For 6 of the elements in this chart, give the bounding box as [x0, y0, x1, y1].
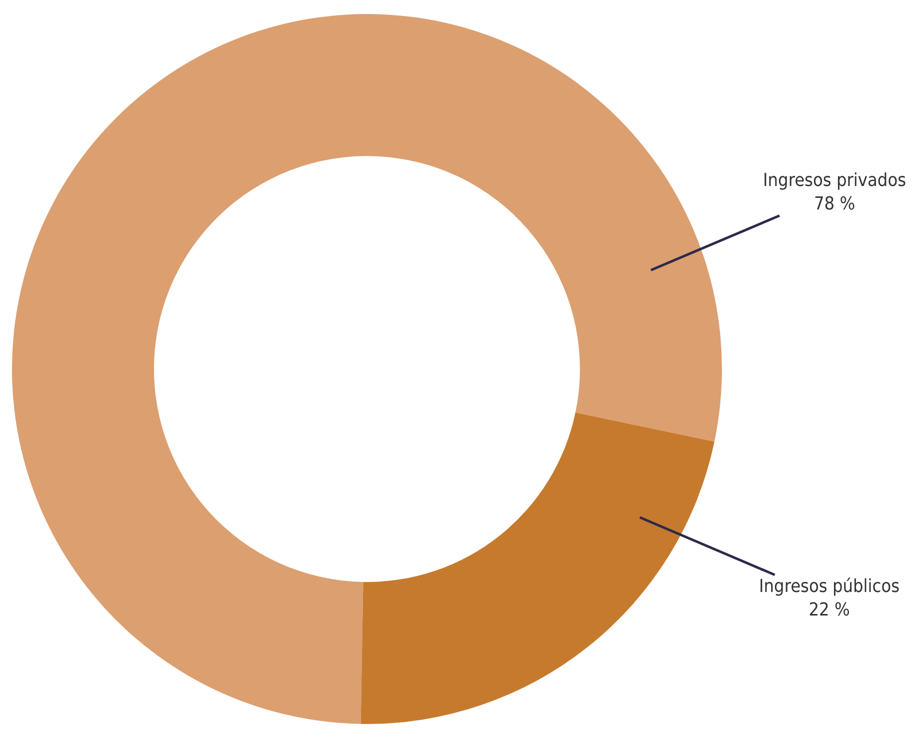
donut-slice — [360, 412, 714, 724]
slice-label: Ingresos privados — [763, 170, 906, 191]
data-label: 22 % — [808, 599, 850, 620]
donut-slice — [12, 14, 722, 724]
slice-label: Ingresos públicos — [759, 576, 900, 597]
data-label: 78 % — [814, 193, 856, 214]
